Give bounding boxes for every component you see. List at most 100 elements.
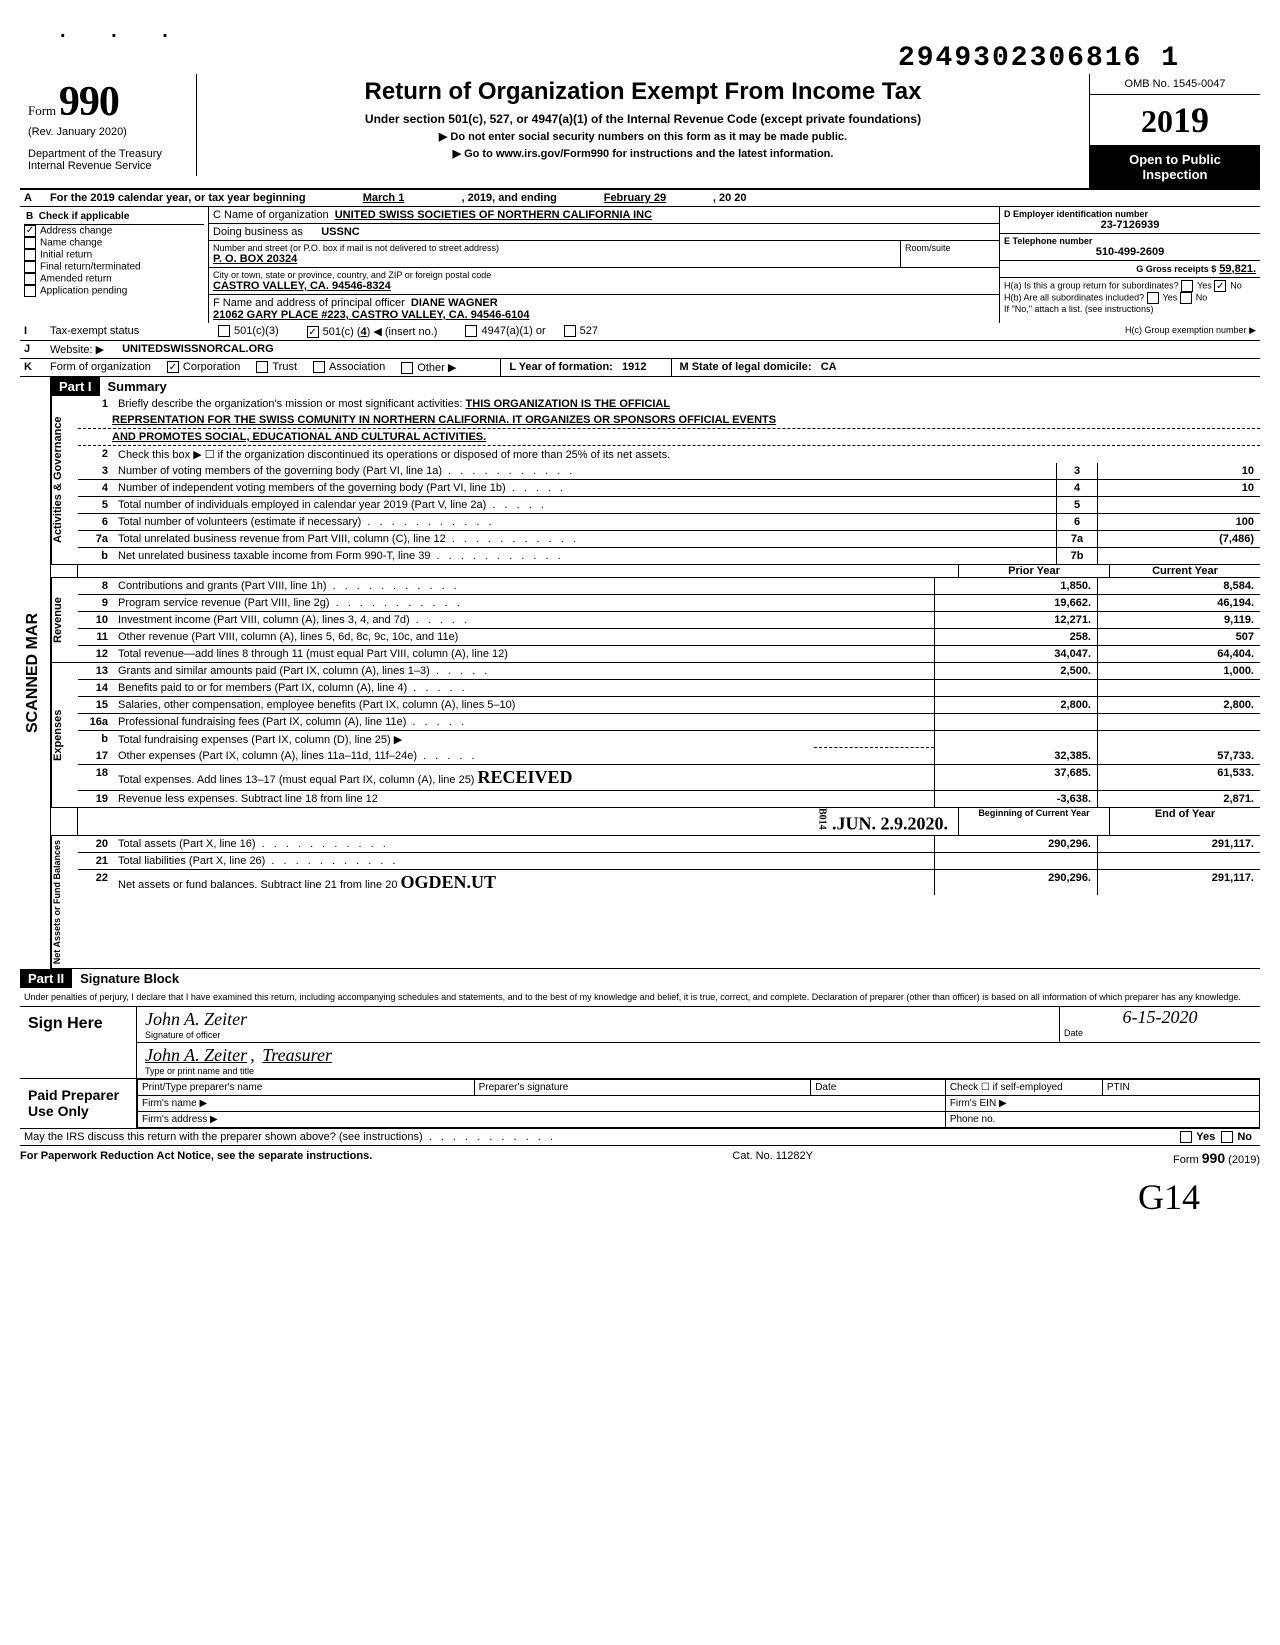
l1-v3: AND PROMOTES SOCIAL, EDUCATIONAL AND CUL…: [78, 429, 1260, 446]
col-eoy: End of Year: [1109, 808, 1260, 835]
col-current: Current Year: [1109, 565, 1260, 577]
l13-p: 2,500.: [934, 663, 1097, 679]
revenue-section: Revenue 8Contributions and grants (Part …: [51, 578, 1260, 663]
l7b: Net unrelated business taxable income fr…: [114, 548, 1056, 564]
checkbox-icon[interactable]: [256, 361, 268, 373]
chk-label: Amended return: [40, 274, 112, 285]
l12-p: 34,047.: [934, 646, 1097, 662]
l15-c: 2,800.: [1097, 697, 1260, 713]
j-text: Website: ▶: [46, 341, 108, 358]
l11-p: 258.: [934, 629, 1097, 645]
l18-p: 37,685.: [934, 765, 1097, 790]
k-assoc: Association: [329, 361, 385, 373]
k-text: Form of organization: [46, 359, 155, 376]
l15-p: 2,800.: [934, 697, 1097, 713]
paid-preparer-label: Paid Preparer Use Only: [20, 1079, 137, 1128]
firm-ein: Firm's EIN ▶: [945, 1096, 1259, 1112]
h-a: H(a) Is this a group return for subordin…: [1004, 280, 1256, 292]
chk-name-change[interactable]: Name change: [24, 237, 204, 249]
ein-value: 23-7126939: [1004, 219, 1256, 231]
checkbox-icon[interactable]: [307, 326, 319, 338]
part-2-title: Signature Block: [72, 969, 1260, 988]
l3-box: 3: [1056, 463, 1097, 479]
l6: Total number of volunteers (estimate if …: [114, 514, 1056, 530]
l21-b: [934, 853, 1097, 869]
i-4947: 4947(a)(1) or: [481, 325, 545, 337]
l20-b: 290,296.: [934, 836, 1097, 852]
checkbox-icon[interactable]: [313, 361, 325, 373]
l6-box: 6: [1056, 514, 1097, 530]
l5-val: [1097, 497, 1260, 513]
l18-c: 61,533.: [1097, 765, 1260, 790]
chk-address-change[interactable]: Address change: [24, 225, 204, 237]
l11: Other revenue (Part VIII, column (A), li…: [114, 629, 934, 645]
m-state-label: M State of legal domicile:: [680, 361, 812, 373]
chk-final-return[interactable]: Final return/terminated: [24, 261, 204, 273]
pra-notice: For Paperwork Reduction Act Notice, see …: [20, 1150, 372, 1166]
website-value: UNITEDSWISSNORCAL.ORG: [118, 341, 278, 358]
col-boy: Beginning of Current Year: [958, 808, 1109, 835]
chk-pending[interactable]: Application pending: [24, 285, 204, 297]
l22: Net assets or fund balances. Subtract li…: [118, 879, 397, 891]
open-public-1: Open to Public: [1094, 152, 1256, 167]
officer-name: DIANE WAGNER: [411, 297, 498, 309]
document-id: 2949302306816 1: [20, 43, 1260, 74]
form-subtitle: Under section 501(c), 527, or 4947(a)(1)…: [205, 112, 1081, 126]
line-i: I Tax-exempt status 501(c)(3) 501(c) (4)…: [20, 323, 1260, 341]
l10: Investment income (Part VIII, column (A)…: [114, 612, 934, 628]
checkbox-icon[interactable]: [167, 361, 179, 373]
discuss-text: May the IRS discuss this return with the…: [20, 1129, 1172, 1145]
l2: Check this box ▶ ☐ if the organization d…: [114, 446, 1260, 463]
l11-c: 507: [1097, 629, 1260, 645]
line-a-label: A: [20, 190, 46, 206]
omb-number: OMB No. 1545-0047: [1090, 74, 1260, 95]
line-k: K Form of organization Corporation Trust…: [20, 359, 1260, 377]
line-a-text: For the 2019 calendar year, or tax year …: [46, 190, 310, 206]
stamp-date: .JUN. 2.9.2020.: [832, 814, 948, 834]
form-number-box: Form 990: [28, 78, 188, 126]
l8-p: 1,850.: [934, 578, 1097, 594]
l1-pre: Briefly describe the organization's miss…: [118, 398, 462, 410]
l9: Program service revenue (Part VIII, line…: [114, 595, 934, 611]
l1-v2: REPRSENTATION FOR THE SWISS COMUNITY IN …: [78, 412, 1260, 429]
j-label: J: [20, 341, 46, 358]
l17-p: 32,385.: [934, 748, 1097, 764]
l19-c: 2,871.: [1097, 791, 1260, 807]
checkbox-icon[interactable]: [218, 325, 230, 337]
l22-e: 291,117.: [1097, 870, 1260, 895]
open-public-2: Inspection: [1094, 167, 1256, 182]
phone-value: 510-499-2609: [1004, 246, 1256, 258]
k-label: K: [20, 359, 46, 376]
i-501c3: 501(c)(3): [234, 325, 279, 337]
c-name-label: C Name of organization: [213, 209, 329, 221]
checkbox-icon[interactable]: [1221, 1131, 1233, 1143]
l7a-box: 7a: [1056, 531, 1097, 547]
sig-label: Signature of officer: [145, 1030, 1051, 1040]
checkbox-icon[interactable]: [564, 325, 576, 337]
chk-amended[interactable]: Amended return: [24, 273, 204, 285]
line-j: J Website: ▶ UNITEDSWISSNORCAL.ORG: [20, 341, 1260, 359]
l10-p: 12,271.: [934, 612, 1097, 628]
addr-label: Number and street (or P.O. box if mail i…: [213, 243, 896, 253]
checkbox-icon[interactable]: [401, 362, 413, 374]
k-other: Other ▶: [417, 362, 456, 374]
na-col-headers: B014 .JUN. 2.9.2020. Beginning of Curren…: [51, 808, 1260, 836]
received-stamp: RECEIVED: [478, 767, 573, 787]
l20: Total assets (Part X, line 16): [114, 836, 934, 852]
expenses-section: Expenses 13Grants and similar amounts pa…: [51, 663, 1260, 808]
identity-block: B Check if applicable Address change Nam…: [20, 207, 1260, 323]
chk-initial-return[interactable]: Initial return: [24, 249, 204, 261]
m-state: CA: [821, 361, 837, 373]
form-goto: ▶ Go to www.irs.gov/Form990 for instruct…: [205, 147, 1081, 160]
h-c: H(c) Group exemption number ▶: [602, 323, 1260, 340]
paid-preparer-block: Paid Preparer Use Only Print/Type prepar…: [20, 1079, 1260, 1129]
l7a: Total unrelated business revenue from Pa…: [114, 531, 1056, 547]
k-trust: Trust: [272, 361, 297, 373]
no-label: No: [1237, 1131, 1252, 1143]
checkbox-icon[interactable]: [465, 325, 477, 337]
form-label: Form: [28, 103, 56, 118]
activities-governance: Activities & Governance 1Briefly describ…: [51, 396, 1260, 565]
date-label: Date: [1060, 1028, 1260, 1038]
checkbox-icon[interactable]: [1180, 1131, 1192, 1143]
gross-receipts: 59,821.: [1219, 263, 1256, 275]
